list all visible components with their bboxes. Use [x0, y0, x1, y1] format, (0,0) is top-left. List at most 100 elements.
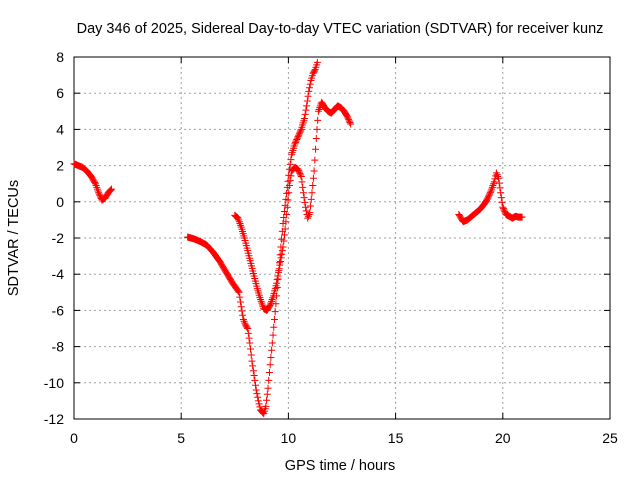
data-point — [281, 225, 289, 233]
y-tick-label: 2 — [56, 158, 64, 174]
data-point — [293, 136, 301, 144]
data-point — [93, 183, 101, 191]
data-point — [497, 189, 505, 197]
data-point — [295, 131, 303, 139]
data-point — [490, 178, 498, 186]
data-point — [249, 367, 257, 375]
data-point — [291, 138, 299, 146]
data-point — [518, 213, 526, 221]
data-point — [266, 302, 274, 310]
data-point — [267, 299, 275, 307]
data-point — [240, 317, 248, 325]
data-point — [310, 67, 318, 75]
data-point — [312, 134, 320, 142]
data-point — [254, 393, 262, 401]
data-point — [234, 287, 242, 295]
data-point — [279, 243, 287, 251]
data-point — [499, 205, 507, 213]
data-point — [94, 187, 102, 195]
data-point — [296, 128, 304, 136]
data-point — [243, 323, 251, 331]
data-point — [249, 362, 257, 370]
data-point — [270, 315, 278, 323]
data-point — [264, 384, 272, 392]
data-point — [257, 296, 265, 304]
data-point — [244, 325, 252, 332]
data-point — [301, 198, 309, 206]
data-point — [262, 402, 270, 410]
y-axis: -12 -10 -8 -6 -4 -2 0 2 4 6 8 — [44, 49, 610, 427]
data-point — [302, 207, 310, 215]
data-point — [258, 301, 266, 309]
data-point — [268, 346, 276, 354]
data-point — [305, 210, 313, 218]
data-point — [273, 276, 281, 284]
data-point — [252, 386, 260, 394]
data-point — [256, 403, 264, 411]
data-point — [296, 170, 304, 178]
data-point — [273, 279, 281, 287]
data-point — [285, 189, 293, 197]
data-point — [498, 198, 506, 206]
data-point — [238, 307, 246, 315]
y-tick-label: 6 — [56, 85, 64, 101]
data-point — [108, 185, 116, 193]
data-point — [95, 190, 103, 198]
x-tick-label: 25 — [602, 430, 618, 446]
y-tick-label: 8 — [56, 49, 64, 65]
data-point — [93, 185, 101, 193]
data-point — [258, 299, 266, 307]
data-point — [495, 174, 503, 182]
y-tick-label: -6 — [52, 302, 65, 318]
data-point — [282, 218, 290, 226]
data-point — [274, 272, 282, 280]
data-point — [307, 202, 315, 210]
data-point — [303, 97, 311, 105]
data-point — [250, 372, 258, 380]
data-point — [300, 115, 308, 123]
data-point — [239, 311, 247, 319]
data-point — [315, 105, 323, 113]
y-tick-label: -4 — [52, 266, 65, 282]
data-point — [495, 179, 503, 187]
data-point — [303, 102, 311, 110]
x-tick-label: 15 — [388, 430, 404, 446]
data-point — [283, 210, 291, 218]
data-point — [294, 165, 302, 173]
data-point — [286, 160, 294, 168]
data-point — [276, 251, 284, 259]
data-point — [286, 177, 294, 185]
data-point — [239, 315, 247, 323]
data-point — [345, 116, 353, 124]
data-point — [279, 220, 287, 228]
data-point — [235, 288, 243, 296]
data-point — [245, 334, 253, 342]
data-point — [268, 339, 276, 347]
data-point — [346, 119, 354, 127]
data-point — [275, 265, 283, 273]
data-point — [285, 182, 293, 190]
data-point — [275, 268, 283, 276]
data-point — [484, 194, 492, 202]
y-tick-label: -8 — [52, 339, 65, 355]
data-point — [241, 319, 249, 327]
data-point — [95, 189, 103, 197]
data-point — [91, 178, 99, 186]
data-point — [307, 195, 315, 203]
data-point — [311, 156, 319, 164]
data-point — [499, 203, 507, 211]
data-point — [297, 127, 305, 135]
data-point — [247, 345, 255, 353]
series-arc4 — [455, 169, 526, 226]
data-point — [308, 189, 316, 197]
y-axis-label: SDTVAR / TECUs — [6, 180, 22, 296]
data-point — [309, 182, 317, 190]
data-point — [300, 194, 308, 202]
data-point — [246, 339, 254, 347]
y-tick-label: 4 — [56, 121, 64, 137]
data-point — [304, 92, 312, 100]
data-point — [287, 156, 295, 164]
data-point — [236, 220, 244, 228]
data-point — [490, 180, 498, 188]
data-point — [306, 209, 314, 217]
